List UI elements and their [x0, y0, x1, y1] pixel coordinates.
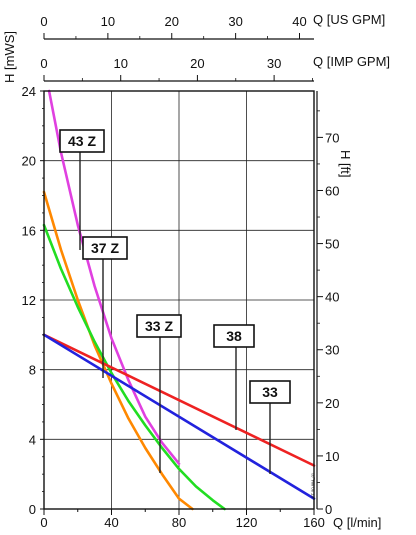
axis-label-imp-gpm: Q [IMP GPM]: [313, 54, 390, 69]
callout-label-38: 38: [226, 328, 242, 344]
y-tick-label-4: 4: [29, 432, 36, 447]
axis-label-ft: H [ft]: [338, 150, 353, 177]
axis-label-lmin: Q [l/min]: [333, 515, 381, 530]
curve-callouts: 43 Z 37 Z 33 Z 38 33: [59, 129, 291, 474]
callout-box-43-z: [59, 129, 105, 153]
y-right-tick-label-40: 40: [325, 290, 339, 305]
y-right-tick-label-0: 0: [325, 502, 332, 517]
series-line-37-z: [42, 190, 194, 511]
y-tick-label-12: 12: [22, 293, 36, 308]
y-right-tick-label-20: 20: [325, 396, 339, 411]
side-note: ET 90 884_01: [310, 472, 315, 498]
y-right-tick-label-50: 50: [325, 237, 339, 252]
x-tick-label-0: 0: [40, 515, 47, 530]
y-right-tick-label-30: 30: [325, 343, 339, 358]
imp-gpm-tick-label-10: 10: [113, 56, 127, 71]
x-tick-label-40: 40: [104, 515, 118, 530]
imp-gpm-tick-label-20: 20: [190, 56, 204, 71]
y-tick-label-16: 16: [22, 223, 36, 238]
series-line-43-z: [47, 89, 181, 466]
us-gpm-tick-label-40: 40: [292, 14, 306, 29]
imp-gpm-tick-label-0: 0: [40, 56, 47, 71]
callout-box-38: [213, 324, 255, 348]
x-tick-label-80: 80: [172, 515, 186, 530]
series-line-38: [42, 333, 316, 467]
top-axes: 0 10 20 30 40 0 10 20 30: [40, 14, 314, 82]
callout-box-33: [249, 380, 291, 404]
y-tick-label-20: 20: [22, 154, 36, 169]
y-right-tick-label-60: 60: [325, 183, 339, 198]
us-gpm-tick-label-30: 30: [228, 14, 242, 29]
series-line-33: [42, 333, 316, 500]
x-tick-label-160: 160: [303, 515, 325, 530]
us-gpm-tick-label-0: 0: [40, 14, 47, 29]
axis-label-us-gpm: Q [US GPM]: [313, 12, 385, 27]
y-tick-label-0: 0: [29, 502, 36, 517]
callout-label-37-z: 37 Z: [91, 240, 119, 256]
callout-box-33-z: [136, 314, 182, 338]
y-right-tick-label-10: 10: [325, 449, 339, 464]
x-tick-label-120: 120: [236, 515, 258, 530]
series-line-33-z: [42, 223, 226, 511]
y-right-tick-label-70: 70: [325, 130, 339, 145]
pump-curves: [42, 89, 316, 511]
us-gpm-tick-label-10: 10: [101, 14, 115, 29]
callout-label-43-z: 43 Z: [68, 133, 96, 149]
callout-label-33: 33: [262, 384, 278, 400]
y-tick-label-8: 8: [29, 363, 36, 378]
us-gpm-tick-label-20: 20: [165, 14, 179, 29]
y-tick-label-24: 24: [22, 84, 36, 99]
axis-label-mws: H [mWS]: [2, 31, 17, 83]
imp-gpm-tick-label-30: 30: [267, 56, 281, 71]
callout-box-37-z: [82, 236, 128, 260]
callout-label-33-z: 33 Z: [145, 318, 173, 334]
